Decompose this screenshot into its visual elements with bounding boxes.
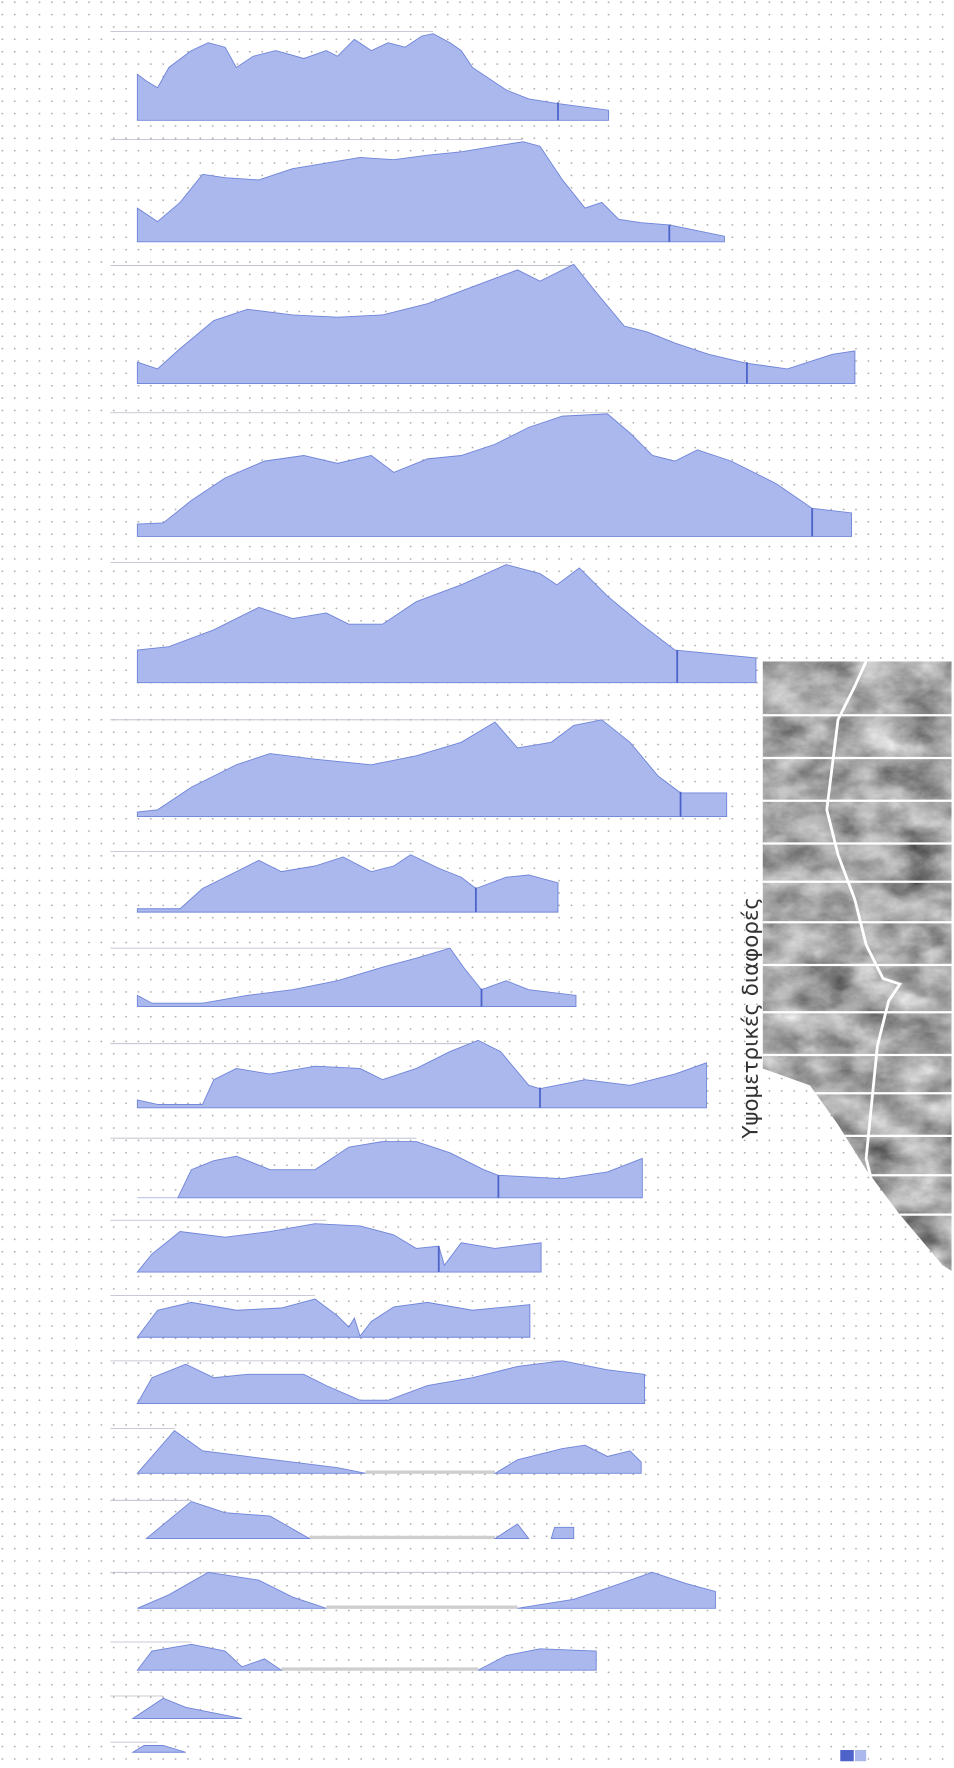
profile: [145, 1500, 575, 1540]
profile: [136, 413, 852, 537]
profile: [136, 263, 856, 384]
icon: [840, 1750, 854, 1762]
profile: [136, 719, 728, 817]
profile: [136, 1298, 531, 1338]
profile: [137, 1571, 716, 1609]
profile: [136, 947, 577, 1008]
profile: [136, 1429, 642, 1474]
caption: Υψομετρικές διαφορές: [738, 897, 763, 1140]
road: [825, 661, 903, 1238]
elevation-profiles: [110, 31, 856, 1753]
profile: [136, 33, 610, 121]
profile: [136, 1643, 597, 1671]
profile: [136, 1223, 542, 1273]
icon: [854, 1750, 867, 1762]
profile: [136, 141, 725, 243]
profile: [131, 1745, 186, 1753]
profile: [136, 1360, 646, 1405]
profile: [131, 1697, 243, 1719]
profile: [177, 1141, 643, 1199]
profile: [136, 854, 559, 913]
profile: [136, 564, 757, 684]
profile: [136, 1039, 707, 1109]
